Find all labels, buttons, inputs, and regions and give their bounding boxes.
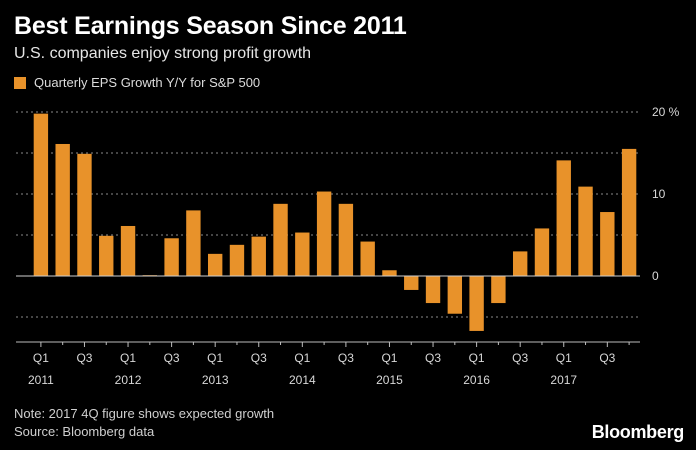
bar: [251, 236, 266, 276]
bar: [512, 251, 528, 276]
x-year-label: 2016: [463, 373, 490, 387]
bar: [338, 203, 354, 276]
bar: [273, 203, 288, 276]
bar: [382, 270, 397, 276]
bar: [164, 238, 179, 276]
bar: [360, 241, 375, 276]
y-tick-label: 10: [652, 187, 666, 201]
x-tick-label: Q1: [120, 351, 136, 365]
legend: Quarterly EPS Growth Y/Y for S&P 500: [14, 75, 260, 90]
bar: [425, 276, 441, 304]
y-tick-label: 20 %: [652, 105, 680, 119]
x-tick-label: Q3: [76, 351, 92, 365]
chart-title: Best Earnings Season Since 2011: [14, 12, 407, 40]
bar: [447, 276, 463, 314]
x-tick-label: Q3: [599, 351, 615, 365]
bar: [404, 276, 419, 290]
bar: [229, 244, 245, 276]
footnote: Note: 2017 4Q figure shows expected grow…: [14, 406, 275, 421]
bar: [55, 143, 70, 276]
x-tick-label: Q1: [294, 351, 310, 365]
bar: [186, 210, 201, 276]
bar: [621, 148, 637, 276]
x-tick-label: Q1: [556, 351, 572, 365]
y-tick-label: 0: [652, 269, 659, 283]
x-tick-label: Q1: [33, 351, 49, 365]
bar-chart: Q1 2011 Q3 Q1 2012 Q3 Q1 2013 Q3 Q1 2014 Q3 Q1 2015 Q3…: [16, 105, 680, 387]
x-tick-label: Q1: [381, 351, 397, 365]
bar: [33, 113, 49, 276]
legend-label: Quarterly EPS Growth Y/Y for S&P 500: [34, 75, 261, 90]
bar: [534, 228, 550, 276]
x-tick-label: Q3: [338, 351, 354, 365]
x-year-label: 2017: [550, 373, 577, 387]
legend-swatch: [14, 76, 26, 89]
x-tick-label: Q3: [512, 351, 528, 365]
x-tick-label: Q1: [207, 351, 223, 365]
bar: [295, 232, 310, 276]
bloomberg-logo: Bloomberg: [591, 422, 685, 442]
bar: [99, 235, 114, 276]
bar: [120, 225, 136, 276]
x-year-label: 2014: [289, 373, 316, 387]
x-year-label: 2011: [28, 373, 54, 387]
x-tick-label: Q3: [425, 351, 441, 365]
bar: [207, 253, 223, 276]
bar: [77, 153, 92, 276]
x-tick-label: Q1: [469, 351, 485, 365]
source-text: Source: Bloomberg data: [14, 424, 155, 439]
bar: [556, 160, 571, 276]
bar: [316, 191, 332, 276]
bar: [469, 276, 484, 331]
x-year-label: 2013: [202, 373, 229, 387]
chart-subtitle: U.S. companies enjoy strong profit growt…: [14, 45, 312, 62]
x-year-label: 2012: [115, 373, 142, 387]
x-tick-label: Q3: [251, 351, 267, 365]
x-year-label: 2015: [376, 373, 403, 387]
bar: [491, 276, 506, 304]
bar: [578, 186, 593, 276]
x-tick-label: Q3: [164, 351, 180, 365]
bar: [600, 212, 615, 276]
